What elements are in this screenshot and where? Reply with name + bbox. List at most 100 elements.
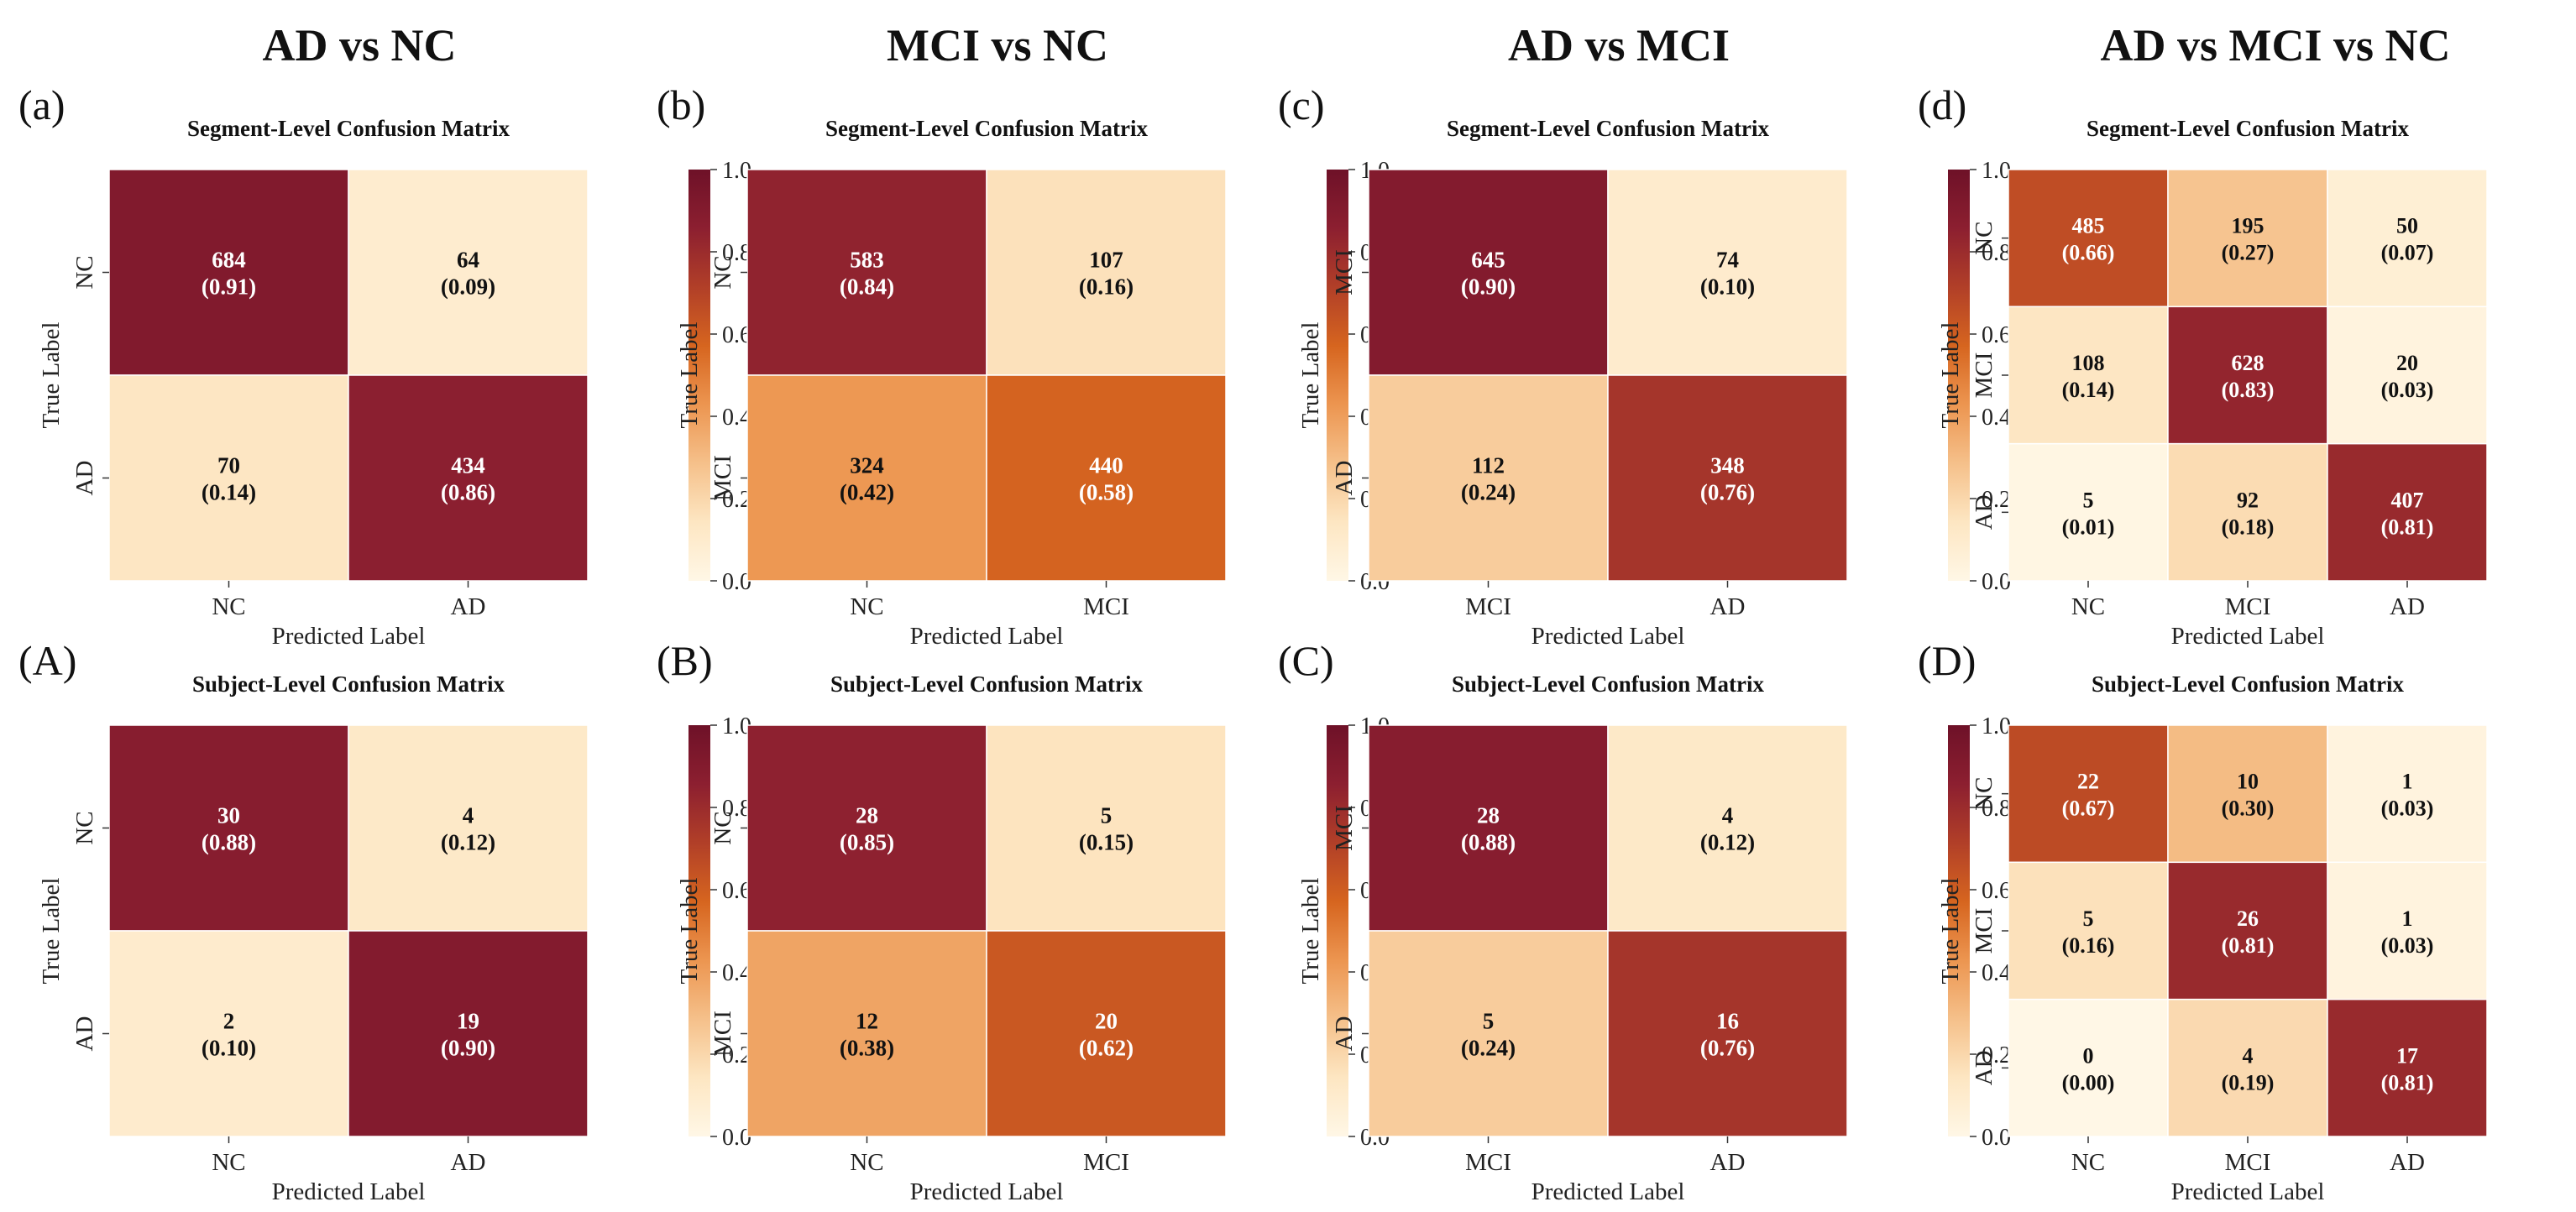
x-tick-label: NC — [212, 1149, 245, 1176]
cell-count: 92 — [2237, 488, 2259, 512]
cell-count: 16 — [1716, 1009, 1739, 1034]
cell-proportion: (0.15) — [1079, 830, 1134, 855]
x-axis-label: Predicted Label — [2171, 1178, 2325, 1205]
panel-label: (B) — [657, 637, 713, 684]
panel-D: (D) Subject-Level Confusion Matrix 22 (0.67… — [1918, 637, 2488, 1205]
x-tick-label: AD — [451, 1149, 486, 1176]
cell-count: 20 — [1095, 1009, 1118, 1034]
y-tick-label: AD — [1971, 494, 1997, 530]
cell-proportion: (0.10) — [202, 1036, 256, 1061]
cell-count: 4 — [463, 803, 474, 828]
heatmap-cell — [2008, 306, 2169, 445]
cell-count: 28 — [856, 803, 878, 828]
cell-count: 583 — [850, 248, 884, 273]
colorbar-tick-label: 0.4 — [1982, 405, 2011, 431]
heatmap-cell — [2327, 306, 2488, 445]
matrix-title: Segment-Level Confusion Matrix — [825, 116, 1148, 141]
heatmap-cell — [1607, 930, 1848, 1137]
cell-count: 12 — [856, 1009, 878, 1034]
heatmap-cell — [986, 169, 1227, 376]
cell-proportion: (0.76) — [1700, 1036, 1755, 1061]
cell-proportion: (0.88) — [1461, 830, 1516, 855]
panel-a: (a) Segment-Level Confusion Matrix 684(0.9… — [18, 81, 751, 650]
y-tick-label: MCI — [709, 455, 736, 501]
cell-count: 5 — [1101, 803, 1113, 828]
heatmap-cell — [2327, 861, 2488, 1000]
cell-proportion: (0.00) — [2062, 1070, 2115, 1094]
cell-proportion: (0.66) — [2062, 241, 2115, 265]
y-tick-label: NC — [1971, 222, 1997, 255]
x-axis-label: Predicted Label — [910, 623, 1064, 650]
y-tick-label: MCI — [1331, 249, 1358, 295]
cell-proportion: (0.03) — [2381, 933, 2434, 958]
colorbar-tick-label: 0.8 — [722, 796, 751, 822]
cell-count: 2 — [223, 1009, 235, 1034]
colorbar-tick-label: 0.2 — [1982, 1042, 2011, 1068]
cell-proportion: (0.83) — [2222, 378, 2275, 402]
heatmap-cell — [1368, 374, 1609, 582]
cell-count: 434 — [451, 453, 485, 478]
cell-count: 30 — [217, 803, 240, 828]
colorbar-tick-label: 0.2 — [1982, 487, 2011, 513]
y-tick-label: AD — [1331, 1016, 1358, 1052]
panel-C: (C) Subject-Level Confusion Matrix 28(0.88… — [1278, 637, 2011, 1205]
cell-proportion: (0.03) — [2381, 378, 2434, 402]
cell-count: 64 — [457, 248, 479, 273]
panel-d: (d) Segment-Level Confusion Matrix 485 (0.6… — [1918, 81, 2488, 650]
cell-proportion: (0.42) — [840, 480, 894, 505]
matrix-title: Subject-Level Confusion Matrix — [1452, 671, 1764, 697]
cell-count: 22 — [2077, 770, 2099, 794]
colorbar — [1327, 170, 1348, 581]
panel-B: (B) Subject-Level Confusion Matrix 28(0.85… — [657, 637, 1390, 1205]
panel-label: (D) — [1918, 637, 1976, 684]
x-tick-label: NC — [850, 593, 883, 620]
colorbar-tick-label: 0.0 — [1982, 1125, 2011, 1151]
y-tick-label: MCI — [709, 1011, 736, 1057]
x-tick-label: AD — [2390, 1149, 2425, 1176]
cell-proportion: (0.38) — [840, 1036, 894, 1061]
colorbar-tick-label: 0.8 — [1982, 796, 2011, 822]
y-axis-label: True Label — [1937, 322, 1964, 429]
colorbar-tick-label: 0.6 — [722, 322, 751, 348]
heatmap-cell — [2167, 998, 2328, 1137]
y-tick-label: NC — [709, 255, 736, 289]
cell-proportion: (0.16) — [2062, 933, 2115, 958]
colorbar-tick-label: 1.0 — [1982, 158, 2011, 184]
y-tick-label: MCI — [1971, 908, 1997, 954]
cell-count: 684 — [212, 248, 246, 273]
heatmap-cell — [1368, 724, 1609, 932]
matrix-title: Segment-Level Confusion Matrix — [2086, 116, 2409, 141]
colorbar — [1948, 725, 1970, 1136]
heatmap-cell — [2008, 861, 2169, 1000]
cell-count: 645 — [1471, 248, 1505, 273]
colorbar-tick-label: 1.0 — [1982, 713, 2011, 739]
heatmap-cell — [2167, 861, 2328, 1000]
cell-count: 112 — [1472, 453, 1505, 478]
heatmap-cell — [986, 724, 1227, 932]
cell-count: 74 — [1716, 248, 1739, 273]
x-tick-label: AD — [2390, 593, 2425, 620]
x-tick-label: MCI — [1083, 593, 1129, 620]
colorbar-tick-label: 1.0 — [722, 713, 751, 739]
y-axis-label: True Label — [676, 322, 703, 429]
cell-proportion: (0.91) — [202, 274, 256, 300]
heatmap-cell — [108, 169, 349, 376]
y-axis-label: True Label — [1297, 878, 1324, 985]
heatmap-cell — [2167, 306, 2328, 445]
cell-proportion: (0.85) — [840, 830, 894, 855]
cell-count: 4 — [1722, 803, 1734, 828]
heatmap-cell — [986, 930, 1227, 1137]
matrix-title: Segment-Level Confusion Matrix — [187, 116, 510, 141]
cell-proportion: (0.81) — [2381, 1070, 2434, 1094]
cell-proportion: (0.09) — [441, 274, 495, 300]
x-tick-label: NC — [850, 1149, 883, 1176]
heatmap-cell — [2008, 998, 2169, 1137]
x-tick-label: AD — [451, 593, 486, 620]
cell-proportion: (0.76) — [1700, 480, 1755, 505]
cell-count: 28 — [1477, 803, 1500, 828]
panel-label: (C) — [1278, 637, 1334, 684]
colorbar-tick-label: 1.0 — [722, 158, 751, 184]
heatmap-cell — [746, 374, 987, 582]
cell-proportion: (0.62) — [1079, 1036, 1134, 1061]
y-tick-label: AD — [71, 1016, 98, 1052]
